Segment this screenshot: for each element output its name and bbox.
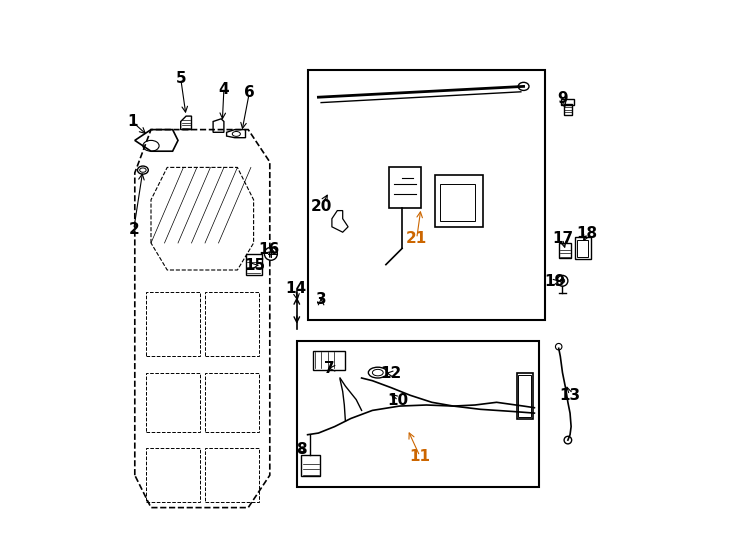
Bar: [517, 373, 534, 418]
Text: 13: 13: [559, 388, 580, 403]
Bar: [145, 292, 200, 356]
Text: 18: 18: [577, 226, 598, 241]
Text: 8: 8: [296, 442, 306, 457]
Bar: [245, 254, 262, 275]
Text: 10: 10: [388, 393, 409, 408]
Text: 15: 15: [244, 258, 265, 273]
Text: 16: 16: [258, 242, 280, 257]
Text: 14: 14: [285, 281, 306, 296]
Text: 17: 17: [552, 231, 573, 246]
Bar: [308, 70, 545, 320]
Bar: [313, 351, 346, 370]
Bar: [518, 375, 531, 417]
Bar: [297, 341, 539, 487]
Text: 6: 6: [244, 85, 255, 100]
Text: 21: 21: [406, 231, 427, 246]
Text: 7: 7: [324, 361, 335, 376]
Text: 1: 1: [127, 114, 137, 129]
Bar: [435, 176, 483, 227]
Text: 4: 4: [219, 82, 229, 97]
Text: 12: 12: [381, 366, 402, 381]
Bar: [559, 243, 570, 258]
Bar: [575, 237, 591, 259]
Text: 20: 20: [310, 199, 332, 214]
Text: 19: 19: [545, 274, 565, 289]
Text: 9: 9: [557, 91, 568, 106]
Bar: [576, 240, 589, 257]
Bar: [562, 99, 575, 105]
Bar: [205, 292, 259, 356]
Text: 11: 11: [410, 449, 430, 464]
Text: 5: 5: [175, 71, 186, 86]
Bar: [388, 167, 421, 208]
Bar: [145, 448, 200, 502]
Bar: [145, 373, 200, 432]
Bar: [301, 455, 320, 476]
Bar: [205, 373, 259, 432]
Text: 2: 2: [128, 222, 139, 237]
Bar: [564, 104, 573, 115]
Bar: [440, 184, 475, 221]
Bar: [205, 448, 259, 502]
Text: 3: 3: [316, 292, 327, 307]
